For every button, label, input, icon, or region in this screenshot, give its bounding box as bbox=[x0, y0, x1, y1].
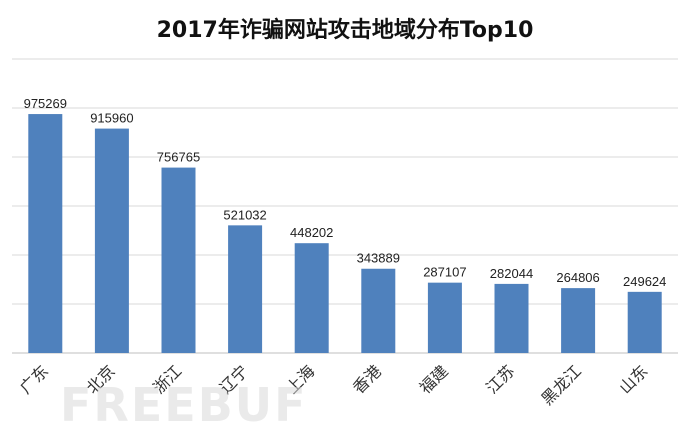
data-label-5: 448202 bbox=[290, 225, 333, 240]
data-label-1: 975269 bbox=[24, 96, 67, 111]
data-label-9: 264806 bbox=[556, 270, 599, 285]
data-label-8: 282044 bbox=[490, 266, 533, 281]
data-label-10: 249624 bbox=[623, 274, 666, 289]
chart-title: 2017年诈骗网站攻击地域分布Top10 bbox=[156, 18, 534, 43]
bar-1 bbox=[28, 114, 63, 353]
bar-3 bbox=[161, 167, 196, 353]
category-label-1: 广东 bbox=[16, 361, 52, 397]
category-label-7: 福建 bbox=[416, 361, 452, 397]
bar-5 bbox=[294, 243, 329, 353]
bar-7 bbox=[427, 282, 462, 353]
watermark-logo: FREEBUF bbox=[60, 378, 308, 432]
data-label-6: 343889 bbox=[357, 251, 400, 266]
data-labels: 975269 915960 756765 521032 448202 343889 2871… bbox=[24, 96, 667, 289]
data-label-3: 756765 bbox=[157, 150, 200, 165]
data-label-4: 521032 bbox=[223, 207, 266, 222]
bars bbox=[28, 114, 662, 353]
bar-2 bbox=[94, 128, 129, 353]
bar-8 bbox=[494, 283, 529, 353]
bar-6 bbox=[361, 268, 396, 353]
category-label-9: 黑龙江 bbox=[538, 361, 585, 408]
category-label-6: 香港 bbox=[349, 361, 385, 397]
bar-4 bbox=[228, 225, 263, 353]
category-label-8: 江苏 bbox=[482, 361, 518, 397]
data-label-2: 915960 bbox=[90, 111, 133, 126]
category-label-10: 山东 bbox=[615, 361, 651, 397]
bar-9 bbox=[561, 288, 596, 353]
data-label-7: 287107 bbox=[423, 265, 466, 280]
bar-10 bbox=[627, 291, 662, 353]
